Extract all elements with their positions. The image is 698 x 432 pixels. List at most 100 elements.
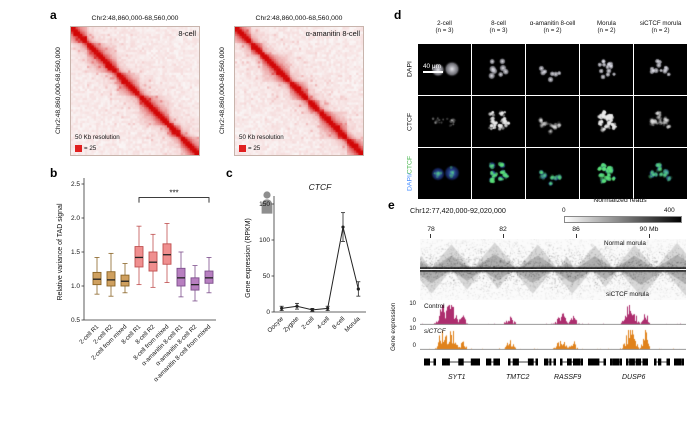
microscopy-dapi-sictcf xyxy=(634,44,687,95)
scale-value: = 25 xyxy=(84,145,97,152)
human-silhouette-icon xyxy=(260,191,274,214)
microscopy-merge-sictcf xyxy=(634,148,687,199)
row-label-merge: DAPI/CTCF xyxy=(404,148,416,199)
microscopy-image xyxy=(526,44,579,95)
hic-map1-title: Chr2:48,860,000-68,560,000 xyxy=(91,15,179,22)
column-header-8cell: 8-cell (n = 3) xyxy=(472,20,525,35)
column-name: 2-cell xyxy=(437,20,452,27)
hic-map1-ylabel: Chr2:48,860,000-68,560,000 xyxy=(55,47,62,135)
panel-c-label: c xyxy=(226,166,233,180)
microscopy-image xyxy=(472,44,525,95)
panel-e-label: e xyxy=(388,198,395,212)
microscopy-image xyxy=(580,44,633,95)
locus-title: Chr12:77,420,000-92,020,000 xyxy=(410,206,506,215)
microscopy-merge-amanitin xyxy=(526,148,579,199)
row-label-ctcf: CTCF xyxy=(406,112,414,131)
microscopy-ctcf-amanitin xyxy=(526,96,579,147)
svg-text:1.5: 1.5 xyxy=(71,249,80,256)
microscopy-dapi-8cell xyxy=(472,44,525,95)
microscopy-image xyxy=(526,96,579,147)
axis-tickmark xyxy=(649,234,650,238)
panel-b-label: b xyxy=(50,166,58,180)
panel-d-label: d xyxy=(394,8,402,22)
colorbar-gradient xyxy=(564,216,682,223)
hic-map-amanitin: α-amanitin 8-cell 50 Kb resolution = 25 xyxy=(234,26,364,156)
microscopy-image xyxy=(580,148,633,199)
sictcf-track-max: 10 xyxy=(409,326,416,332)
microscopy-ctcf-2cell xyxy=(418,96,471,147)
column-n: (n = 2) xyxy=(651,27,670,35)
column-name: Morula xyxy=(597,20,616,27)
svg-text:50: 50 xyxy=(263,273,271,280)
row-label-dapi: DAPI xyxy=(406,61,414,78)
microscopy-image xyxy=(418,148,471,199)
hic-map2-title: Chr2:48,860,000-68,560,000 xyxy=(255,15,343,22)
microscopy-image xyxy=(418,96,471,147)
column-n: (n = 2) xyxy=(597,27,616,35)
column-header-amanitin: α-amanitin 8-cell (n = 2) xyxy=(526,20,579,35)
gene-name-tmtc2: TMTC2 xyxy=(506,374,530,381)
axis-tickmark xyxy=(430,234,431,238)
column-name: 8-cell xyxy=(491,20,506,27)
ctcf-expression-linechart: CTCF 0 50 100 150 Gene expression (RPKM) Oocyt… xyxy=(245,182,366,334)
column-name: siCTCF morula xyxy=(639,20,682,27)
svg-text:150: 150 xyxy=(259,201,270,208)
colorbar-min: 0 xyxy=(562,207,566,214)
column-n: (n = 2) xyxy=(543,27,562,35)
svg-text:Oocyte: Oocyte xyxy=(266,315,285,334)
color-scale-legend: = 25 xyxy=(75,145,96,152)
control-track-max: 10 xyxy=(409,301,416,307)
microscopy-dapi-morula xyxy=(580,44,633,95)
hic-track-sictcf-morula xyxy=(420,270,686,300)
sictcf-track-min: 0 xyxy=(412,343,416,349)
microscopy-ctcf-morula xyxy=(580,96,633,147)
track2-label: siCTCF morula xyxy=(606,291,649,298)
hic-map-8cell: 8-cell 50 Kb resolution = 25 xyxy=(70,26,200,156)
column-n: (n = 3) xyxy=(489,27,508,35)
svg-text:Zygote: Zygote xyxy=(282,315,301,334)
axis-tick-90mb: 90 Mb xyxy=(639,226,659,233)
microscopy-merge-2cell xyxy=(418,148,471,199)
microscopy-image xyxy=(634,96,687,147)
microscopy-image xyxy=(472,96,525,147)
svg-text:0.5: 0.5 xyxy=(71,317,80,324)
hic-track-normal-morula xyxy=(420,239,686,269)
microscopy-image xyxy=(634,148,687,199)
column-header-sictcf: siCTCF morula (n = 2) xyxy=(634,20,687,35)
expression-track-control xyxy=(420,303,686,325)
microscopy-image xyxy=(580,96,633,147)
colorbar-max: 400 xyxy=(664,207,675,214)
resolution-label: 50 Kb resolution xyxy=(75,134,120,141)
row-label-merge-ctcf: CTCF xyxy=(406,155,414,174)
column-header-2cell: 2-cell (n = 3) xyxy=(418,20,471,35)
sample-label-8cell: 8-cell xyxy=(178,29,196,38)
svg-text:2.5: 2.5 xyxy=(71,181,80,188)
svg-text:1.0: 1.0 xyxy=(71,283,80,290)
track1-label: Normal morula xyxy=(604,240,646,247)
row-label-merge-dapi: DAPI/ xyxy=(406,173,414,192)
control-track-min: 0 xyxy=(412,318,416,324)
panel-a-label: a xyxy=(50,8,57,22)
tad-variance-boxplot: 0.5 1.0 1.5 2.0 2.5 Relative variance of TAD … xyxy=(57,178,216,383)
gene-expression-axis-label: Gene expression xyxy=(390,302,397,352)
svg-text:100: 100 xyxy=(259,237,270,244)
svg-text:Morula: Morula xyxy=(343,315,362,334)
hic-heatmap-8cell xyxy=(71,27,199,155)
svg-text:0: 0 xyxy=(266,309,270,316)
control-track-label: Control xyxy=(424,303,445,310)
axis-tickmark xyxy=(576,234,577,238)
axis-tick-78: 78 xyxy=(427,226,435,233)
microscopy-ctcf-8cell xyxy=(472,96,525,147)
microscopy-dapi-amanitin xyxy=(526,44,579,95)
gene-name-dusp6: DUSP6 xyxy=(622,374,646,381)
svg-text:2.0: 2.0 xyxy=(71,215,80,222)
microscopy-image xyxy=(526,148,579,199)
svg-text:***: *** xyxy=(169,189,178,198)
microscopy-merge-morula xyxy=(580,148,633,199)
red-square-icon xyxy=(75,145,82,152)
microscopy-ctcf-sictcf xyxy=(634,96,687,147)
red-square-icon xyxy=(239,145,246,152)
scale-value: = 25 xyxy=(248,145,261,152)
microscopy-dapi-2cell: 40 μm xyxy=(418,44,471,95)
